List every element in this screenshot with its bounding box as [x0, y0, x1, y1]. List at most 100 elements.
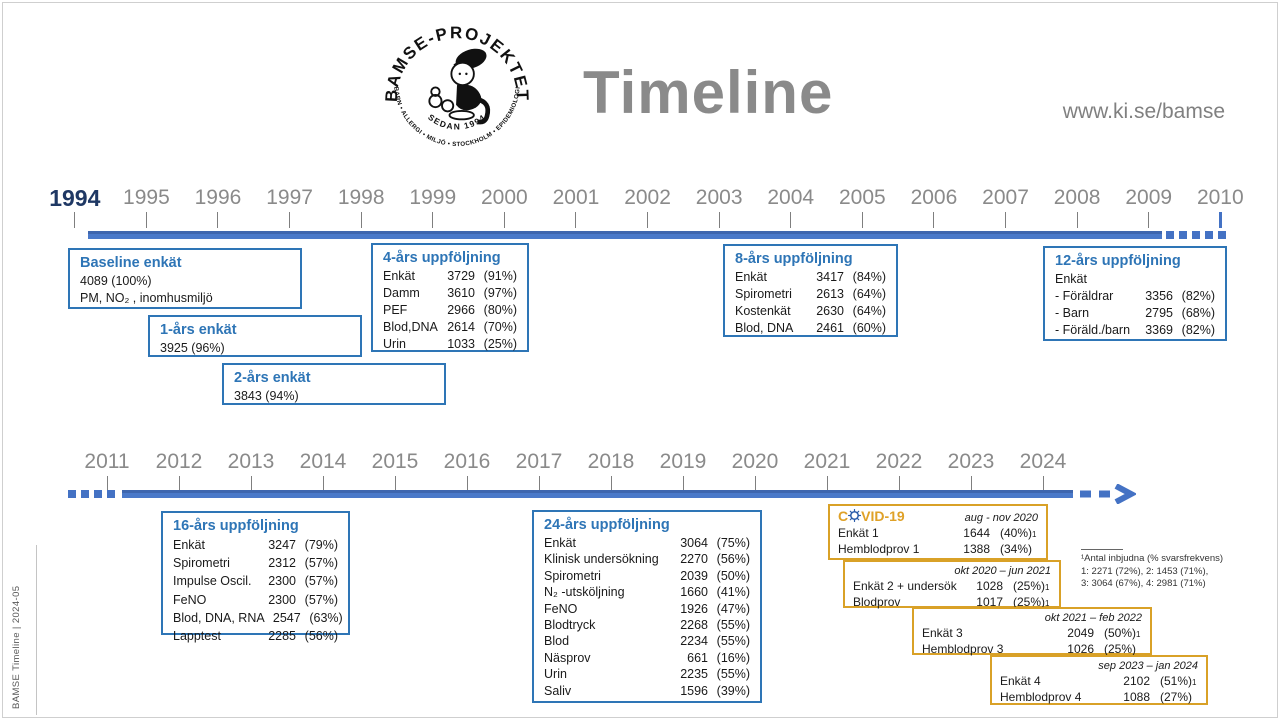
row-percent: (68%) — [1181, 306, 1215, 320]
data-row: PEF 2966 (80%) — [383, 302, 517, 319]
year-label: 1999 — [397, 186, 469, 228]
year-tick — [250, 476, 252, 492]
data-row: Näsprov 661 (16%) — [544, 650, 750, 666]
box-line: 4089 (100%) — [80, 274, 152, 288]
row-count: 2270 — [680, 552, 708, 567]
row-label: Enkät 1 — [838, 526, 879, 540]
year-tick — [360, 212, 362, 228]
box-line: Enkät — [1055, 272, 1087, 286]
footnote-line: 3: 3064 (67%), 4: 2981 (71%) — [1081, 578, 1206, 589]
row-label: Blodtryck — [544, 618, 596, 633]
year-text: 2005 — [838, 186, 886, 209]
row-label: Enkät — [383, 269, 415, 283]
year-tick — [1042, 476, 1044, 492]
row-percent: (41%) — [716, 585, 750, 600]
year-tick — [718, 212, 720, 228]
row-percent: (80%) — [483, 303, 517, 317]
year-tick — [1076, 212, 1078, 228]
row-count: 3247 — [268, 538, 296, 552]
data-row: FeNO 2300 (57%) — [173, 591, 338, 609]
row-count: 2312 — [268, 556, 296, 571]
data-row: Kostenkät 2630 (64%) — [735, 303, 886, 320]
year-tick — [1218, 212, 1222, 228]
data-row: Hemblodprov 1 1388 (34%) — [838, 541, 1038, 557]
slide-footer-note: BAMSE Timeline | 2024-05 — [11, 585, 22, 709]
year-tick — [861, 212, 863, 228]
year-text: 1994 — [49, 185, 101, 211]
row-count: 1596 — [680, 683, 708, 698]
data-row: Enkät 2 + undersök 1028 (25%) 1 — [853, 578, 1051, 594]
row-label: Lapptest — [173, 629, 221, 644]
row-percent: (50%) — [1103, 626, 1136, 640]
row-percent: (64%) — [852, 287, 886, 301]
year-label: 2011 — [71, 450, 143, 492]
website-link[interactable]: www.ki.se/bamse — [1062, 100, 1225, 123]
year-label: 2020 — [719, 450, 791, 492]
row-label: Spirometri — [173, 556, 230, 571]
row-count: 3369 — [1145, 323, 1173, 337]
year-tick — [933, 212, 935, 228]
row-count: 1017 — [976, 595, 1003, 609]
bamse-cartoon-icon — [428, 48, 491, 125]
row-label: N₂ -utsköljning — [544, 585, 625, 600]
bamse-logo: BAMSE-PROJEKTET BARN • ALLERGI • MILJÖ •… — [382, 23, 530, 148]
row-count: 2300 — [268, 574, 296, 589]
row-count: 3417 — [816, 270, 844, 284]
box-title: 2-års enkät — [234, 370, 311, 386]
year-label: 1997 — [254, 186, 326, 228]
year-tick — [647, 212, 649, 228]
footnote-line: ¹Antal inbjudna (% svarsfrekvens) — [1081, 553, 1224, 564]
row-footnote-mark: 1 — [1045, 583, 1050, 592]
row-label: Spirometri — [544, 568, 601, 583]
year-label: 2016 — [431, 450, 503, 492]
row-footnote-mark: 1 — [1136, 630, 1141, 639]
row-label: Damm — [383, 286, 420, 300]
row-label: FeNO — [173, 592, 207, 607]
row-count: 1644 — [963, 526, 990, 540]
footnote-line: 1: 2271 (72%), 2: 1453 (71%), — [1081, 565, 1209, 577]
year-label: 2006 — [898, 186, 970, 228]
row-percent: (56%) — [716, 552, 750, 567]
row-percent: (39%) — [716, 683, 750, 698]
page-title: Timeline — [583, 59, 834, 126]
year-text: 2013 — [227, 450, 275, 473]
row-label: Näsprov — [544, 650, 591, 665]
box-24yr: 24-års uppföljning Enkät 3064 (75%) Klinis… — [532, 510, 762, 703]
row-percent: (50%) — [716, 568, 750, 583]
year-label: 2014 — [287, 450, 359, 492]
row-label: Enkät — [544, 536, 576, 550]
year-label: 2021 — [791, 450, 863, 492]
row-count: 1660 — [680, 585, 708, 600]
bottom-timeline-bar — [122, 490, 1073, 498]
covid-box-3: okt 2021 – feb 2022 Enkät 3 2049 (50%) 1 He… — [912, 607, 1152, 656]
row-count: 2285 — [268, 629, 296, 644]
row-label: Blod, DNA, RNA — [173, 610, 265, 625]
year-text: 2004 — [767, 186, 815, 209]
year-text: 1999 — [409, 186, 457, 209]
year-label: 2001 — [540, 186, 612, 228]
year-text: 2011 — [84, 450, 130, 473]
year-tick — [432, 212, 434, 228]
box-line: PM, NO₂ , inomhusmiljö — [80, 291, 213, 305]
row-label: - Barn — [1055, 306, 1090, 320]
top-timeline-years: 1994 1995 1996 1997 1998 1999 2000 2001 … — [39, 186, 1256, 228]
covid-title: C VID-19 — [838, 508, 965, 524]
year-tick — [178, 476, 180, 492]
data-row: Urin 1033 (25%) — [383, 336, 517, 353]
year-text: 2017 — [515, 450, 563, 473]
year-label: 2008 — [1041, 186, 1113, 228]
box-16yr: 16-års uppföljning Enkät 3247 (79%) Spirom… — [161, 511, 350, 643]
data-row: - Föräldrar 3356 (82%) — [1055, 288, 1215, 305]
year-text: 1997 — [266, 186, 313, 209]
year-label: 2004 — [755, 186, 827, 228]
covid-date: okt 2020 – jun 2021 — [954, 565, 1051, 577]
year-tick — [217, 212, 219, 228]
year-text: 1995 — [123, 186, 170, 209]
data-row: Enkät 3 2049 (50%) 1 — [922, 625, 1142, 641]
data-row: Enkät 1 1644 (40%) 1 — [838, 525, 1038, 541]
covid-title-prefix: C — [838, 508, 849, 524]
row-count: 3729 — [447, 269, 475, 283]
year-text: 2003 — [695, 186, 743, 209]
year-label: 2023 — [935, 450, 1007, 492]
box-title: Baseline enkät — [80, 255, 182, 271]
